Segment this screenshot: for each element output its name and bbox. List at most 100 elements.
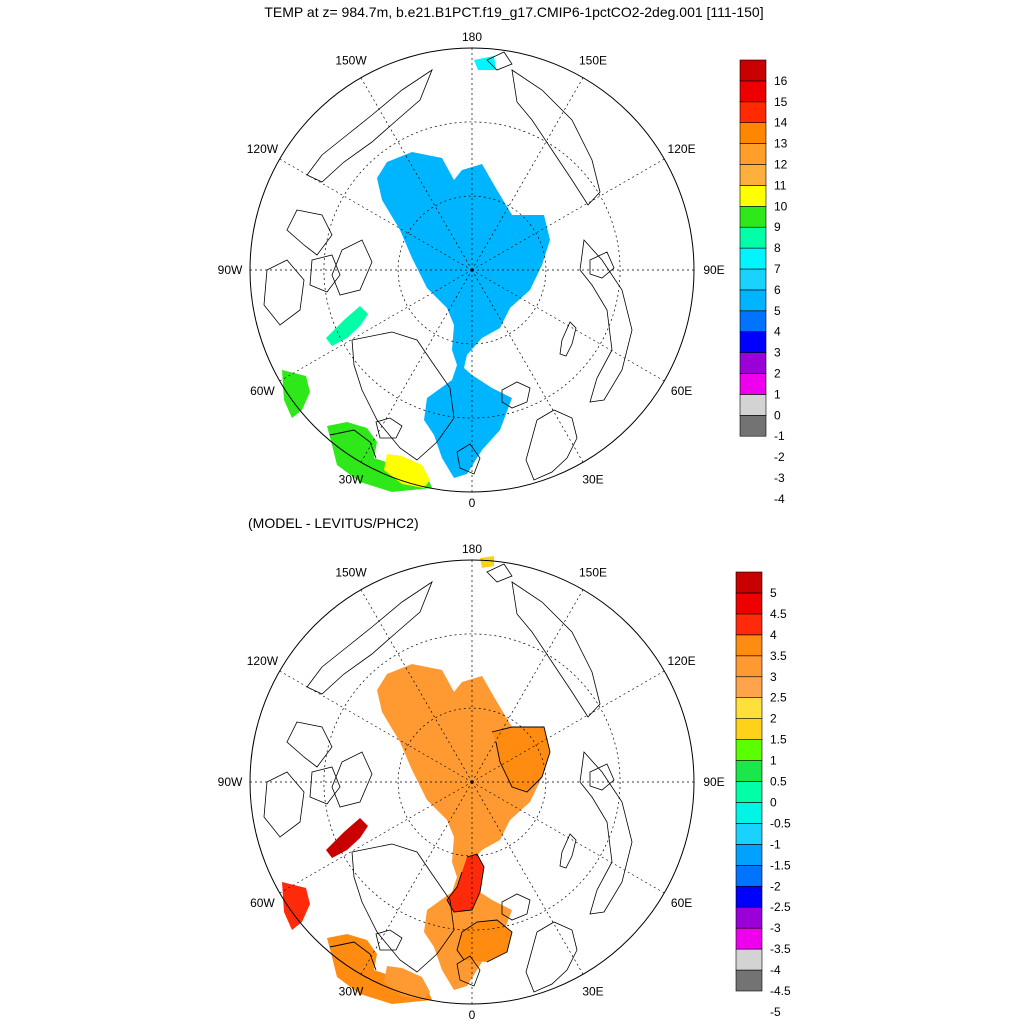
temperature-meridian-line	[279, 269, 473, 382]
temperature-colorbar-box	[739, 143, 767, 165]
temperature-colorbar-box	[739, 414, 767, 437]
difference-colorbar-label: -4.5	[770, 984, 791, 998]
temperature-colorbar-label: 11	[774, 178, 787, 192]
difference-lon-label: 90E	[703, 775, 724, 789]
temperature-colorbar-box	[739, 206, 767, 228]
difference-contour-line	[329, 941, 377, 971]
difference-colorbar-box	[735, 697, 763, 719]
temperature-colorbar-box	[739, 373, 767, 395]
east-siberia-coastline	[511, 69, 601, 206]
temperature-latitude-circle	[397, 195, 547, 345]
hudson-bay-coastline	[263, 771, 305, 838]
taymyr-coastline	[589, 763, 615, 791]
difference-colorbar-label: -0.5	[770, 816, 791, 830]
temperature-lon-label: 60W	[250, 384, 275, 398]
difference-colorbar-box	[735, 906, 763, 929]
svalbard-coastline	[501, 381, 531, 409]
difference-colorbar-box	[735, 823, 763, 845]
difference-latitude-circle	[397, 707, 547, 857]
difference-colorbar-label: -3.5	[770, 942, 791, 956]
difference-colorbar-label: 5	[770, 586, 777, 600]
difference-colorbar-box	[735, 676, 763, 699]
temperature-colorbar-label: 3	[774, 346, 781, 360]
temperature-lon-label: 60E	[671, 384, 692, 398]
temperature-meridian-line	[471, 77, 584, 271]
temperature-colorbar-box	[739, 331, 767, 353]
labrador-sea-temperature-field	[282, 370, 310, 418]
temperature-colorbar-box	[739, 394, 767, 416]
temperature-colorbar-box	[739, 352, 767, 374]
taymyr-coastline	[589, 251, 615, 279]
temperature-lon-label: 150W	[335, 53, 367, 67]
difference-contour-line	[446, 853, 485, 913]
temperature-colorbar-box	[739, 310, 767, 332]
bering-strait-temperature-field	[474, 56, 496, 70]
difference-colorbar-label: 0	[770, 795, 777, 809]
north-atlantic-secondary-field	[384, 966, 430, 1000]
difference-latitude-circle	[323, 633, 621, 931]
temperature-colorbar-label: 2	[774, 367, 781, 381]
difference-lon-label: 150W	[335, 565, 367, 579]
figure-title: TEMP at z= 984.7m, b.e21.B1PCT.f19_g17.C…	[264, 4, 763, 20]
difference-colorbar-box	[735, 634, 763, 657]
difference-colorbar-box	[735, 739, 763, 761]
baffin-bay-difference-field	[326, 818, 368, 858]
temperature-colorbar-label: 16	[774, 74, 788, 88]
temperature-colorbar-label: -1	[774, 429, 785, 443]
temperature-colorbar-box	[739, 289, 767, 312]
difference-meridian-line	[279, 670, 473, 783]
temperature-map-panel: 180 150E 120E 90E 60E 30E 0 30W 60W 90W 120W 150W	[218, 30, 725, 510]
british-isles-coastline	[456, 443, 481, 475]
difference-colorbar-label: -1.5	[770, 858, 791, 872]
east-siberia-coastline	[511, 581, 601, 718]
difference-colorbar-label: 1.5	[770, 733, 787, 747]
alaska-coastline	[306, 580, 433, 695]
difference-colorbar-box	[735, 885, 763, 908]
temperature-lon-label: 120E	[668, 142, 696, 156]
difference-contour-line	[456, 919, 513, 963]
temperature-colorbar-label: -3	[774, 471, 785, 485]
temperature-meridian-line	[471, 269, 665, 382]
temperature-colorbar-label: 0	[774, 408, 781, 422]
temperature-colorbar-box	[739, 268, 767, 291]
novaya-zemlya-coastline	[559, 321, 577, 357]
temperature-colorbar-label: -2	[774, 450, 785, 464]
baffin-bay-temperature-field	[326, 306, 368, 346]
difference-colorbar-label: 4	[770, 628, 777, 642]
temperature-colorbar-label: 10	[774, 199, 788, 213]
temperature-colorbar-label: 5	[774, 304, 781, 318]
temperature-meridian-line	[471, 269, 584, 463]
fram-strait-difference-field	[457, 920, 512, 962]
difference-meridian-line	[471, 670, 665, 783]
temperature-colorbar-label: 1	[774, 387, 781, 401]
difference-colorbar-label: -3	[770, 921, 781, 935]
temperature-colorbar-label: 13	[774, 137, 788, 151]
difference-meridian-line	[360, 589, 473, 783]
chukotka-coastline	[486, 51, 513, 71]
british-isles-coastline	[456, 955, 481, 987]
difference-lon-label: 90W	[218, 775, 243, 789]
difference-lon-label: 30W	[339, 985, 364, 999]
temperature-contour-line	[329, 429, 377, 459]
temperature-colorbar-label: 6	[774, 283, 781, 297]
difference-colorbar-label: 3.5	[770, 649, 787, 663]
temperature-colorbar-box	[739, 164, 767, 186]
difference-meridian-line	[471, 781, 584, 975]
temperature-lon-label: 30W	[339, 473, 364, 487]
difference-colorbar-label: 2.5	[770, 691, 787, 705]
difference-colorbar-box	[735, 613, 763, 636]
difference-colorbar-box	[735, 969, 763, 992]
difference-colorbar-box	[735, 948, 763, 971]
difference-colorbar-box	[735, 927, 763, 950]
temperature-colorbar-label: 14	[774, 116, 788, 130]
greenland-coastline	[351, 331, 455, 461]
difference-colorbar-box	[735, 655, 763, 678]
difference-lon-label: 120E	[668, 654, 696, 668]
difference-panel-title: (MODEL - LEVITUS/PHC2)	[248, 515, 419, 531]
difference-colorbar: 5 4.5 4 3.5 3 2.5 2 1.5 1 0.5 0 -0.5 -1 -1.5 -2 -2.5 -3 -…	[735, 571, 791, 1019]
difference-lon-label: 30E	[582, 985, 603, 999]
temperature-colorbar-box	[739, 80, 767, 103]
difference-lon-label: 150E	[579, 565, 607, 579]
difference-colorbar-box	[735, 781, 763, 803]
